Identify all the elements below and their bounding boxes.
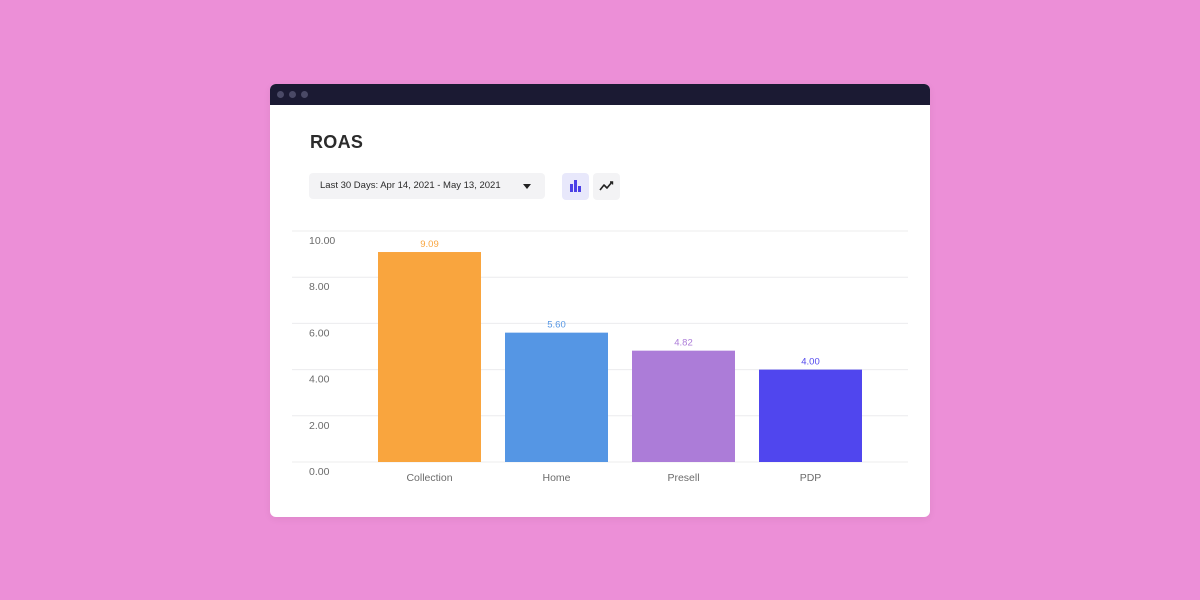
bar-value-label: 9.09 (420, 239, 439, 250)
x-tick-label: Home (542, 472, 570, 484)
window-dot-icon[interactable] (277, 91, 284, 98)
window-dot-icon[interactable] (289, 91, 296, 98)
date-range-select[interactable]: Last 30 Days: Apr 14, 2021 - May 13, 202… (309, 173, 545, 199)
page-title: ROAS (310, 132, 364, 152)
bar (632, 350, 735, 462)
bar (759, 369, 862, 462)
bar-value-label: 4.82 (674, 338, 693, 349)
chevron-down-icon (523, 184, 531, 189)
bar-value-label: 5.60 (547, 320, 566, 331)
bar-value-label: 4.00 (801, 357, 820, 368)
bar-chart-icon (570, 180, 581, 192)
bar (378, 252, 481, 462)
chart-window: ROAS Last 30 Days: Apr 14, 2021 - May 13… (270, 84, 930, 517)
line-chart-icon (599, 181, 614, 191)
line-chart-toggle-button[interactable] (593, 173, 620, 200)
x-tick-label: Presell (667, 472, 699, 484)
bar-chart-toggle-button[interactable] (562, 173, 589, 200)
x-tick-label: PDP (800, 472, 822, 484)
bar-chart: 0.00 2.00 4.00 6.00 8.00 10.00 9.09 Collection 5… (292, 230, 908, 484)
y-tick-label: 10.00 (309, 235, 335, 247)
y-tick-label: 0.00 (309, 466, 330, 478)
window-dot-icon[interactable] (301, 91, 308, 98)
y-tick-label: 2.00 (309, 420, 330, 432)
y-tick-label: 8.00 (309, 281, 330, 293)
date-range-label: Last 30 Days: Apr 14, 2021 - May 13, 202… (320, 180, 501, 191)
y-tick-label: 4.00 (309, 374, 330, 386)
y-tick-label: 6.00 (309, 327, 330, 339)
window-titlebar (270, 84, 930, 105)
bar (505, 332, 608, 462)
x-tick-label: Collection (406, 472, 452, 484)
